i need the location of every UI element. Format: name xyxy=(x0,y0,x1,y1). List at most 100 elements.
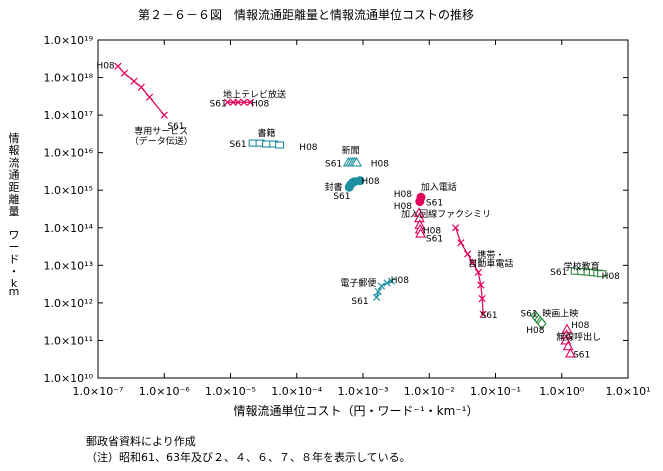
annotation-label: 学校教育 xyxy=(564,260,600,272)
series xyxy=(413,207,427,238)
data-point xyxy=(229,98,237,106)
data-point xyxy=(477,281,485,289)
series xyxy=(560,323,576,358)
annotation-label: 電子郵便 xyxy=(340,277,376,289)
series xyxy=(451,224,487,318)
annotation-label: S61 xyxy=(210,99,227,109)
y-tick-label: 1.0×10¹³ xyxy=(43,259,93,272)
y-axis-label-char: 通 xyxy=(9,169,20,182)
annotation-label: S61 xyxy=(325,159,342,169)
data-point xyxy=(468,258,477,266)
x-tick-label: 1.0×10⁻² xyxy=(404,385,455,398)
y-tick-label: 1.0×10¹⁸ xyxy=(43,72,93,85)
x-tick-label: 1.0×10¹ xyxy=(605,385,650,398)
data-point xyxy=(114,62,122,70)
data-point xyxy=(374,287,382,296)
x-tick-label: 1.0×10⁻¹ xyxy=(470,385,521,398)
series xyxy=(530,310,547,330)
data-point xyxy=(240,98,248,106)
data-point xyxy=(474,268,482,276)
annotation-label: 書籍 xyxy=(258,127,276,139)
series xyxy=(344,176,365,192)
data-point xyxy=(246,98,255,106)
y-tick-label: 1.0×10¹⁹ xyxy=(43,34,93,47)
annotation-label: 無線呼出し xyxy=(556,331,601,343)
x-tick-label: 1.0×10⁻⁶ xyxy=(139,385,191,398)
data-point xyxy=(372,293,381,302)
annotation-label: H08 xyxy=(571,321,589,331)
annotation-label: H08 xyxy=(96,62,114,72)
series xyxy=(415,192,426,207)
annotation-label: S61 xyxy=(167,122,184,132)
annotation-label: S61 xyxy=(550,268,567,278)
y-axis-label-char: 流 xyxy=(9,155,20,169)
y-tick-label: 1.0×10¹⁷ xyxy=(43,109,93,122)
data-point xyxy=(160,111,168,119)
y-axis-label-char: 量 xyxy=(9,205,20,218)
x-tick-label: 1.0×10⁰ xyxy=(539,385,585,398)
annotation-label: 加入回線ファクシミリ xyxy=(401,208,491,220)
annotation-label: H08 xyxy=(251,99,269,109)
y-axis-label-char: ワ xyxy=(9,228,20,241)
series xyxy=(248,139,285,149)
annotation-label: 封書 xyxy=(325,181,343,193)
annotation-label: H08 xyxy=(423,226,441,236)
data-point xyxy=(597,270,607,278)
y-tick-label: 1.0×10¹⁴ xyxy=(43,222,93,235)
annotation-label: 加入電話 xyxy=(421,181,457,193)
y-axis-label-char: 報 xyxy=(9,144,20,157)
series xyxy=(372,277,396,302)
x-tick-label: 1.0×10⁻⁴ xyxy=(271,385,323,398)
annotation-label: S61 xyxy=(351,297,368,307)
annotation-label: S61 xyxy=(333,192,350,202)
x-tick-label: 1.0×10⁻⁷ xyxy=(73,385,124,398)
annotation-label: 携帯・ xyxy=(477,249,504,261)
y-axis-label-char: ド xyxy=(9,253,20,266)
data-point xyxy=(564,347,576,358)
annotation-label: S61 xyxy=(426,199,443,209)
annotation-label: 地上テレビ放送 xyxy=(223,88,286,100)
chart-title: 第２－６－６図 情報流通距離量と情報流通単位コストの推移 xyxy=(138,7,474,22)
data-point xyxy=(464,250,472,258)
annotation-label: H08 xyxy=(371,159,389,169)
data-point xyxy=(355,176,365,186)
data-point xyxy=(383,279,391,287)
y-tick-label: 1.0×10¹¹ xyxy=(43,334,93,347)
data-point xyxy=(451,224,460,232)
series xyxy=(570,267,607,278)
y-axis-label-char: m xyxy=(9,285,20,298)
y-axis-label-char: k xyxy=(11,277,18,290)
series xyxy=(114,62,168,119)
annotation-label: 専用サービス xyxy=(134,125,188,137)
data-point xyxy=(120,69,128,77)
y-tick-label: 1.0×10¹⁵ xyxy=(43,184,93,197)
footnote: （注）昭和61、63年及び２、４、６、７、８年を表示している。 xyxy=(86,451,411,464)
y-axis-label-char: ・ xyxy=(9,265,20,278)
source-note: 郵政省資料により作成 xyxy=(86,435,196,448)
annotation-label: H08 xyxy=(391,276,409,286)
data-point xyxy=(415,197,425,207)
x-axis-label: 情報流通単位コスト（円・ワード⁻¹・km⁻¹） xyxy=(234,403,479,418)
annotation-label: H08 xyxy=(299,143,317,153)
plot-frame xyxy=(97,39,629,379)
annotation-label: H08 xyxy=(602,272,620,282)
annotation-label: S61 xyxy=(520,310,537,320)
annotation-label: 映画上映 xyxy=(542,308,578,320)
data-point xyxy=(130,77,138,85)
y-tick-label: 1.0×10¹² xyxy=(43,297,93,310)
annotation-label: 自動車電話 xyxy=(468,257,513,269)
series xyxy=(223,98,255,106)
data-point xyxy=(457,239,465,247)
y-axis-label-char: ー xyxy=(9,241,20,254)
y-tick-label: 1.0×10¹⁶ xyxy=(43,147,93,160)
y-axis-label-char: 離 xyxy=(9,192,20,206)
data-point xyxy=(415,227,427,238)
x-tick-label: 1.0×10⁻³ xyxy=(338,385,389,398)
annotation-label: S61 xyxy=(426,235,443,245)
data-point xyxy=(537,317,547,330)
y-axis-label-char: 距 xyxy=(9,181,20,194)
data-point xyxy=(145,93,154,101)
data-point xyxy=(351,156,363,167)
